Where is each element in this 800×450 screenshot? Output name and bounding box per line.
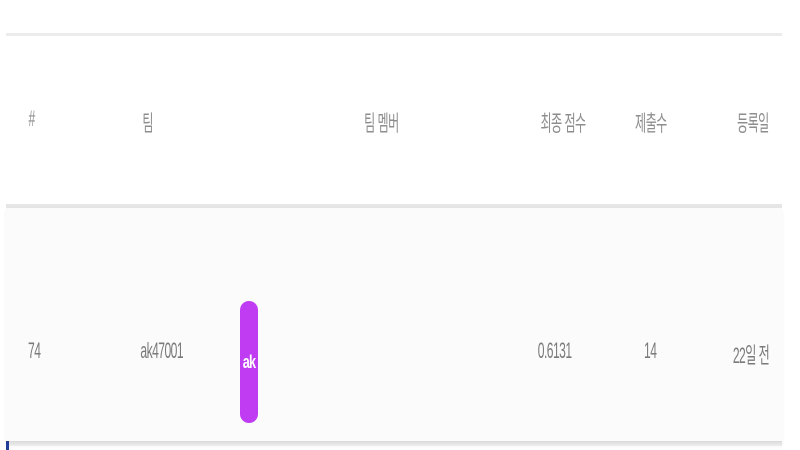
header-submissions[interactable]: 제출수 — [634, 111, 667, 136]
table-bottom-edge — [6, 441, 782, 446]
team-member-avatar[interactable]: ak — [240, 301, 258, 423]
header-rank[interactable]: # — [28, 106, 36, 131]
header-team[interactable]: 팀 — [142, 111, 153, 136]
table-row[interactable]: 74 ak47001 ak 0.6131 14 22일 전 — [6, 208, 782, 444]
row-submissions: 14 — [644, 338, 657, 363]
table-header-row: # 팀 팀 멤버 최종 점수 제출수 등록일 — [6, 36, 782, 204]
row-rank: 74 — [28, 338, 41, 363]
top-divider — [6, 33, 782, 36]
bottom-accent-mark — [6, 441, 9, 450]
leaderboard-table: # 팀 팀 멤버 최종 점수 제출수 등록일 74 ak47001 ak 0.6… — [6, 36, 782, 450]
header-divider — [6, 204, 782, 208]
avatar-initials: ak — [242, 351, 256, 372]
header-team-members: 팀 멤버 — [364, 111, 399, 136]
header-registered[interactable]: 등록일 — [736, 111, 769, 136]
row-final-score: 0.6131 — [537, 338, 572, 363]
row-team-name[interactable]: ak47001 — [140, 338, 184, 363]
header-final-score[interactable]: 최종 점수 — [540, 111, 586, 136]
row-registered: 22일 전 — [732, 343, 770, 368]
